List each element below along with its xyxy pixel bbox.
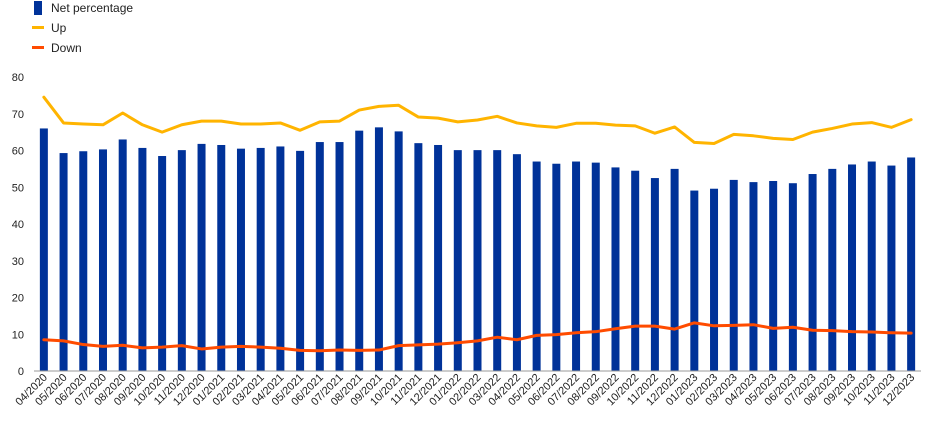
- legend-swatch-down: [32, 46, 44, 49]
- bar-net-percentage: [907, 157, 916, 371]
- bar-net-percentage: [788, 183, 797, 371]
- bar-net-percentage: [887, 165, 896, 371]
- bar-net-percentage: [414, 143, 423, 371]
- bar-net-percentage: [276, 146, 285, 371]
- legend-item-down: Down: [32, 41, 82, 55]
- bar-net-percentage: [296, 150, 305, 371]
- bar-net-percentage: [177, 150, 186, 371]
- bar-net-percentage: [769, 181, 778, 371]
- bar-net-percentage: [394, 131, 403, 371]
- bar-net-percentage: [552, 163, 561, 371]
- bar-net-percentage: [532, 161, 541, 371]
- bar-net-percentage: [158, 156, 167, 371]
- bar-net-percentage: [611, 167, 620, 371]
- series-line-down: [42, 321, 913, 353]
- bar-net-percentage: [355, 130, 364, 371]
- legend-item-up: Up: [32, 21, 67, 35]
- series-line-up: [42, 95, 913, 146]
- y-tick-label: 30: [12, 256, 24, 268]
- legend-item-net-percentage: Net percentage: [34, 1, 133, 15]
- y-axis: 0 10 20 30 40 50 60 70 80: [12, 72, 24, 378]
- bar-net-percentage: [315, 142, 324, 371]
- series-lines: [42, 95, 913, 353]
- y-tick-label: 60: [12, 146, 24, 158]
- bar-net-percentage: [197, 143, 206, 371]
- bar-net-percentage: [572, 161, 581, 371]
- bar-net-percentage: [650, 178, 659, 371]
- x-axis: 04/202005/202006/202007/202008/202009/20…: [13, 372, 917, 409]
- bar-net-percentage: [493, 150, 502, 371]
- y-tick-label: 0: [18, 366, 24, 378]
- legend-label-down: Down: [51, 41, 82, 55]
- legend-label-net-percentage: Net percentage: [51, 1, 133, 15]
- bar-net-percentage: [59, 153, 68, 371]
- legend: Net percentage Up Down: [32, 1, 133, 55]
- bar-net-percentage: [512, 154, 521, 371]
- y-tick-label: 70: [12, 109, 24, 121]
- bar-net-percentage: [848, 164, 857, 371]
- legend-label-up: Up: [51, 21, 67, 35]
- bar-net-percentage: [631, 170, 640, 371]
- bar-net-percentage: [473, 150, 482, 371]
- bar-net-percentage: [453, 150, 462, 371]
- y-tick-label: 20: [12, 293, 24, 305]
- bar-net-percentage: [98, 149, 107, 371]
- bar-net-percentage: [591, 162, 600, 371]
- bar-net-percentage: [729, 179, 738, 371]
- bar-net-percentage: [710, 188, 719, 371]
- bar-net-percentage: [434, 144, 443, 371]
- bar-net-percentage: [236, 148, 245, 371]
- bar-net-percentage: [808, 174, 817, 371]
- bar-net-percentage: [867, 161, 876, 371]
- bar-net-percentage: [79, 151, 88, 371]
- y-tick-label: 40: [12, 219, 24, 231]
- bar-net-percentage: [749, 182, 758, 371]
- bar-net-percentage: [118, 139, 127, 371]
- bar-net-percentage: [690, 190, 699, 371]
- y-tick-label: 10: [12, 329, 24, 341]
- bar-net-percentage: [217, 144, 226, 371]
- bar-net-percentage: [335, 142, 344, 371]
- bar-net-percentage: [828, 168, 837, 372]
- bar-net-percentage: [256, 147, 265, 371]
- bar-net-percentage: [138, 147, 147, 371]
- y-tick-label: 80: [12, 72, 24, 84]
- bars: [39, 127, 916, 372]
- y-tick-label: 50: [12, 182, 24, 194]
- legend-swatch-net-percentage: [34, 1, 42, 15]
- legend-swatch-up: [32, 26, 44, 29]
- bar-net-percentage: [39, 128, 48, 371]
- bar-net-percentage: [374, 127, 383, 371]
- bar-net-percentage: [670, 168, 679, 372]
